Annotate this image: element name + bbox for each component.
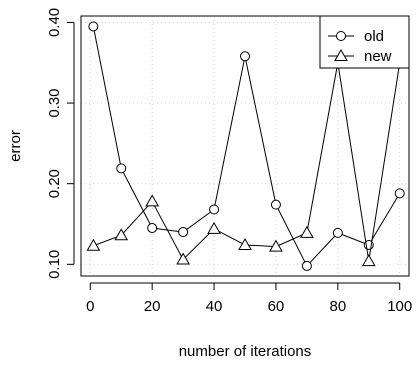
data-point-old — [209, 204, 220, 215]
legend: old new — [319, 15, 410, 69]
data-point-new — [361, 254, 376, 267]
data-point-old — [270, 199, 281, 210]
y-axis: 0.10 0.20 0.30 0.40 — [46, 8, 75, 279]
series-old — [88, 21, 405, 271]
legend-label-new: new — [364, 48, 392, 65]
x-tick-label: 100 — [387, 298, 412, 315]
plot-frame — [80, 15, 410, 277]
data-point-old — [178, 227, 189, 238]
data-point-old — [116, 163, 127, 174]
data-point-new — [86, 238, 101, 251]
x-tick-label: 40 — [206, 298, 223, 315]
data-point-new — [176, 252, 190, 265]
x-axis-label: number of iterations — [179, 343, 312, 360]
data-point-new — [300, 225, 314, 238]
data-point-new — [114, 228, 129, 241]
legend-marker-old — [336, 31, 346, 41]
x-tick-label: 0 — [86, 298, 94, 315]
legend-label-old: old — [364, 28, 384, 45]
x-axis: 0 20 40 60 80 100 — [86, 282, 412, 315]
data-point-old — [147, 223, 158, 234]
data-point-old — [394, 188, 405, 199]
data-point-new — [269, 239, 283, 252]
legend-box — [319, 15, 410, 69]
data-point-old — [332, 227, 343, 238]
legend-marker-new — [334, 48, 348, 61]
series-layer — [86, 21, 407, 271]
x-tick-label: 20 — [144, 298, 161, 315]
data-point-old — [301, 260, 312, 271]
x-tick-label: 80 — [329, 298, 346, 315]
y-axis-label: error — [7, 130, 24, 162]
data-point-new — [238, 237, 252, 250]
data-point-new — [207, 221, 221, 234]
series-line-new — [93, 62, 401, 262]
data-point-old — [88, 21, 99, 32]
data-point-old — [240, 51, 250, 62]
x-tick-label: 60 — [268, 298, 285, 315]
y-tick-label: 0.10 — [46, 250, 63, 279]
y-tick-label: 0.30 — [46, 88, 63, 117]
y-tick-label: 0.20 — [46, 169, 63, 198]
data-point-new — [145, 194, 160, 207]
y-tick-label: 0.40 — [46, 8, 63, 37]
series-new — [86, 55, 407, 267]
